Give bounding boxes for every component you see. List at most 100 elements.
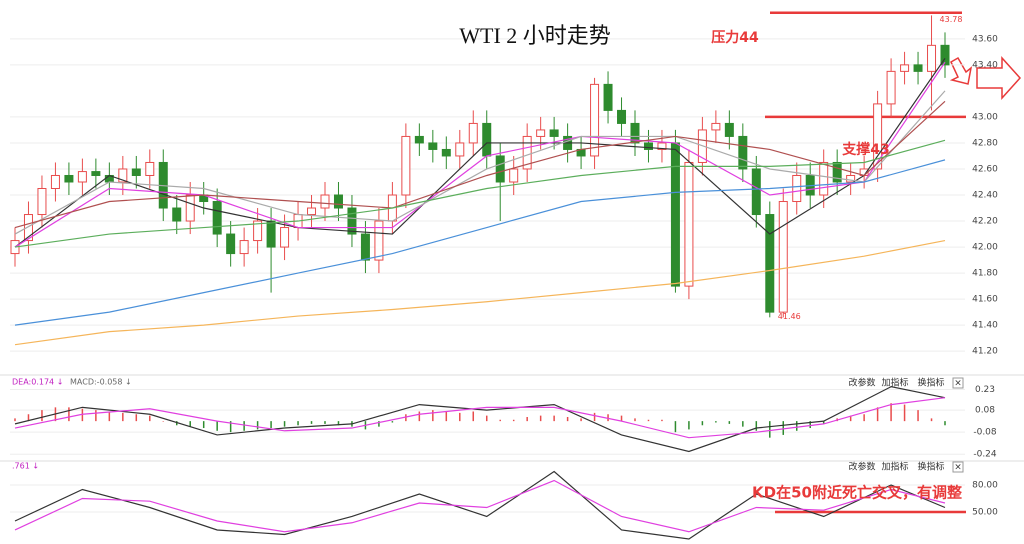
candle-body [643, 142, 653, 150]
histogram-bar [822, 421, 825, 424]
candle-body [657, 142, 667, 150]
candle-body [77, 171, 87, 183]
histogram-bar [41, 410, 43, 422]
toolbar-button[interactable]: 加指标 [881, 461, 908, 473]
y-tick-label: 80.00 [972, 481, 998, 491]
histogram-bar [283, 421, 286, 427]
histogram-bar [566, 417, 569, 422]
histogram-bar [849, 415, 852, 422]
histogram-bar [95, 410, 97, 422]
candle-body [630, 122, 640, 144]
candle-body [792, 174, 802, 203]
candle-body [253, 220, 263, 242]
y-tick-label: 43.00 [972, 112, 998, 122]
candle-body [913, 64, 923, 72]
histogram-bar [755, 421, 758, 431]
histogram-bar [917, 410, 919, 422]
histogram-bar [607, 414, 609, 422]
histogram-bar [647, 419, 650, 422]
histogram-bar [863, 414, 865, 422]
close-button[interactable]: × [954, 379, 962, 389]
histogram-bar [553, 415, 555, 422]
histogram-bar [876, 407, 879, 422]
candle-body [670, 142, 680, 287]
indicator-line [14, 58, 946, 248]
histogram-bar [68, 407, 70, 422]
candle-body [226, 233, 236, 255]
histogram-bar [903, 404, 906, 422]
histogram-bar [580, 418, 582, 422]
histogram-bar [122, 412, 124, 422]
candle-body [333, 194, 343, 209]
histogram-bar [445, 411, 448, 422]
candle-body [603, 83, 613, 111]
y-tick-label: 43.60 [972, 34, 998, 44]
candle-body [455, 142, 465, 157]
toolbar-button[interactable]: 换指标 [917, 461, 944, 473]
candle-body [50, 174, 60, 189]
indicator-line [14, 159, 946, 326]
histogram-bar [135, 414, 138, 422]
histogram-bar [337, 421, 340, 426]
arrow-down-right [949, 56, 973, 85]
indicator-line [14, 239, 946, 346]
indicator-header: .761 ↓ [12, 462, 39, 471]
arrow-right [976, 56, 1022, 100]
histogram-bar [472, 411, 475, 422]
chart-title: WTI 2 小时走势 [459, 23, 611, 48]
histogram-bar [715, 421, 717, 423]
histogram-bar [593, 412, 596, 422]
histogram-bar [149, 415, 151, 422]
candle-body [145, 161, 155, 176]
histogram-bar [162, 421, 165, 422]
histogram-bar [243, 421, 245, 431]
histogram-bar [432, 410, 434, 422]
candle-body [360, 233, 370, 261]
candle-body [37, 188, 47, 216]
candle-body [522, 135, 532, 170]
high-label: 43.78 [940, 15, 963, 24]
candle-body [832, 161, 842, 183]
y-tick-label: -0.08 [973, 428, 997, 438]
candle-body [23, 214, 33, 242]
histogram-bar [485, 415, 488, 422]
toolbar-button[interactable]: 换指标 [917, 377, 944, 389]
y-tick-label: 41.20 [972, 347, 998, 357]
toolbar-button[interactable]: 改参数 [848, 377, 875, 389]
candle-body [724, 122, 734, 137]
candle-body [900, 64, 910, 72]
toolbar-button[interactable]: 加指标 [881, 377, 908, 389]
indicator-line [14, 90, 946, 235]
candle-body [307, 207, 317, 216]
histogram-bar [890, 403, 892, 422]
candle-body [927, 44, 937, 72]
candle-body [441, 148, 451, 157]
histogram-bar [795, 421, 798, 431]
histogram-bar [634, 418, 636, 422]
close-box[interactable] [952, 377, 964, 389]
candle-body [118, 168, 128, 183]
candle-body [347, 207, 357, 235]
histogram-bar [809, 421, 811, 429]
toolbar-button[interactable]: 改参数 [848, 461, 875, 473]
close-box[interactable] [952, 461, 964, 473]
indicator-line [14, 479, 946, 533]
candle-body [468, 122, 478, 144]
indicator-line [14, 61, 946, 248]
close-button[interactable]: × [954, 463, 962, 473]
indicator-header: MACD:-0.058 ↓ [70, 378, 132, 387]
y-tick-label: -0.24 [973, 450, 997, 460]
y-tick-label: 43.40 [972, 60, 998, 70]
histogram-bar [539, 415, 542, 422]
indicator-line [14, 397, 946, 439]
histogram-bar [701, 421, 704, 426]
candle-body [711, 122, 721, 131]
candle-body [428, 142, 438, 150]
histogram-bar [512, 419, 515, 422]
histogram-bar [216, 421, 218, 431]
indicator-line [14, 470, 946, 540]
histogram-bar [108, 411, 111, 422]
candle-body [280, 227, 290, 248]
candle-body [819, 161, 829, 196]
candle-body [846, 174, 856, 183]
